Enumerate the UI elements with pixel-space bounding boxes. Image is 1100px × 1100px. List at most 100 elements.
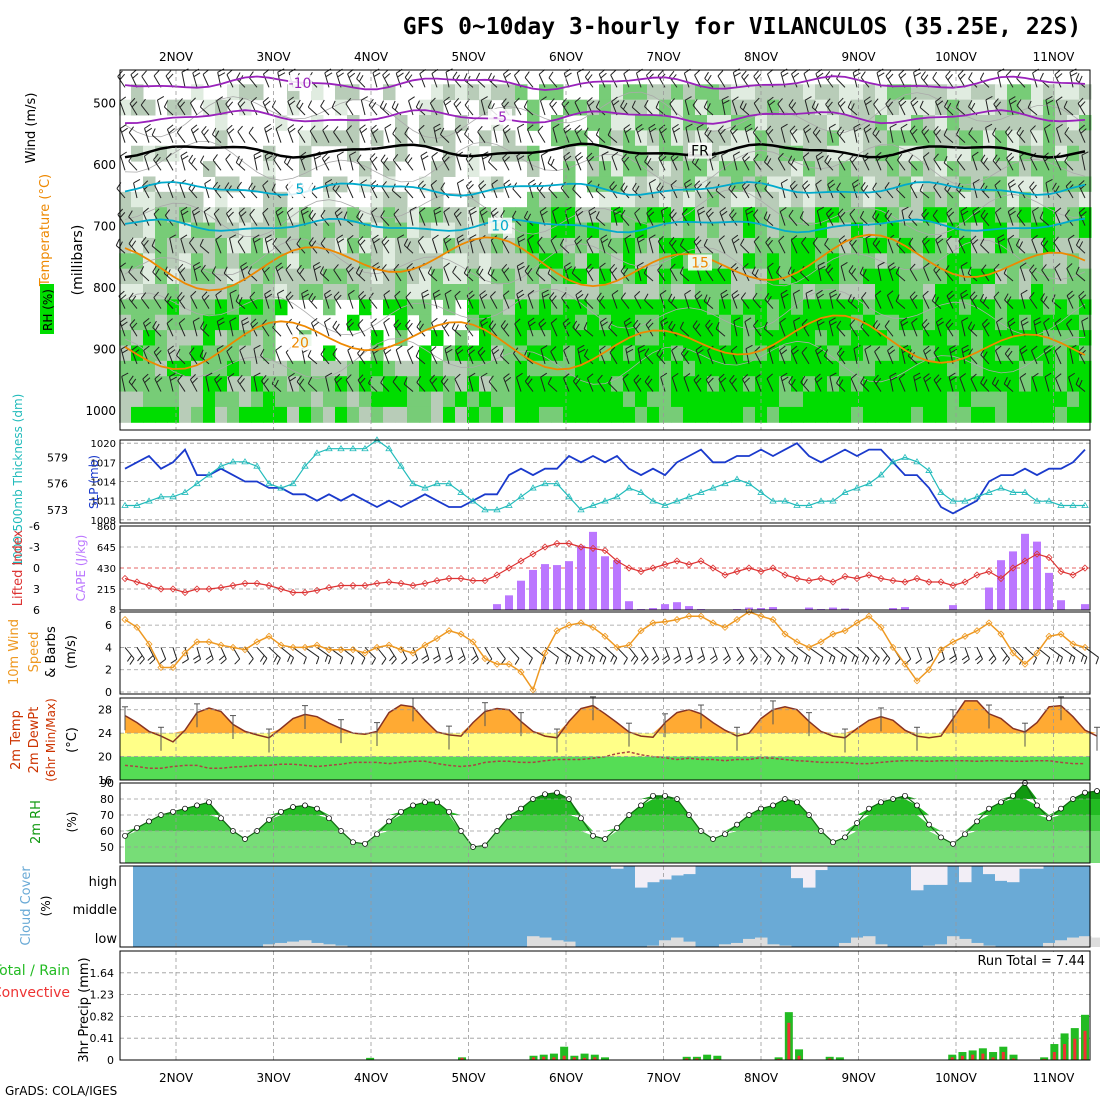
rh-shade xyxy=(143,237,156,254)
upper-wind-barb-flag-1 xyxy=(265,238,273,243)
rh-shade xyxy=(743,222,756,239)
upper-wind-barb-staff xyxy=(427,272,438,282)
rh-shade xyxy=(647,161,660,177)
upper-wind-barb-flag-0 xyxy=(201,291,208,298)
rh-shade xyxy=(419,130,432,147)
rh-shade xyxy=(803,376,816,393)
upper-wind-barb xyxy=(199,349,210,365)
rh-shade xyxy=(731,314,744,331)
upper-wind-barb xyxy=(169,372,178,392)
upper-wind-barb xyxy=(370,207,378,226)
rh-shade xyxy=(263,176,276,193)
upper-wind-barb-staff xyxy=(236,78,246,88)
rh-shade xyxy=(683,299,696,316)
rh-shade xyxy=(935,360,948,377)
upper-wind-barb-flag-0 xyxy=(250,318,257,325)
rh-shade xyxy=(731,191,744,208)
rh-shade xyxy=(431,176,444,193)
upper-wind-barb-flag-1 xyxy=(445,348,453,354)
upper-wind-barb-staff xyxy=(272,243,282,254)
pressure-tick-1000: 1000 xyxy=(85,404,116,418)
rh-shade xyxy=(563,376,576,393)
upper-wind-barb xyxy=(286,207,294,226)
rh-shade xyxy=(611,130,624,147)
rh-shade xyxy=(887,406,900,423)
upper-wind-barb xyxy=(444,289,452,309)
upper-wind-barb-staff xyxy=(308,383,318,392)
upper-wind-barb-flag-1 xyxy=(240,211,247,217)
upper-wind-barb-flag-0 xyxy=(192,317,200,322)
upper-wind-barb xyxy=(429,97,438,116)
rh-shade xyxy=(947,299,960,316)
upper-wind-barb-flag-0 xyxy=(431,317,438,324)
upper-wind-barb xyxy=(264,234,273,254)
upper-wind-barb-flag-1 xyxy=(325,72,333,78)
upper-wind-barb xyxy=(297,125,306,143)
upper-wind-barb-flag-1 xyxy=(238,296,243,305)
upper-wind-barb-staff xyxy=(287,128,294,143)
upper-wind-barb-staff xyxy=(212,160,222,171)
rh-contour-1 xyxy=(124,140,1086,189)
upper-wind-barb-flag-0 xyxy=(430,179,437,186)
upper-wind-barb xyxy=(140,292,150,309)
rh-shade xyxy=(731,391,744,408)
rh-shade xyxy=(431,406,444,423)
upper-wind-barb-staff xyxy=(393,324,402,337)
rh-shade xyxy=(887,84,900,101)
upper-wind-barb-flag-0 xyxy=(357,374,364,381)
upper-wind-barb-staff xyxy=(277,293,282,309)
upper-wind-barb xyxy=(189,236,198,254)
upper-wind-barb xyxy=(359,124,368,143)
upper-wind-barb xyxy=(205,372,213,392)
rh-shade xyxy=(599,84,612,101)
upper-wind-barb xyxy=(319,266,330,282)
rh-shade xyxy=(431,191,444,208)
rh-shade xyxy=(383,237,396,254)
rh-shade xyxy=(1019,360,1032,377)
upper-wind-barb-flag-0 xyxy=(153,208,160,215)
upper-wind-barb-staff xyxy=(192,72,198,88)
upper-wind-barb xyxy=(407,345,414,365)
upper-wind-barb xyxy=(140,98,150,116)
rh-shade xyxy=(347,376,360,393)
upper-wind-barb-flag-0 xyxy=(357,236,364,243)
upper-wind-barb-staff xyxy=(444,293,450,309)
rh-shade xyxy=(1067,222,1080,239)
rh-shade xyxy=(251,207,264,224)
upper-wind-barb-flag-0 xyxy=(406,262,413,269)
rh-shade xyxy=(431,391,444,408)
upper-wind-barb-staff xyxy=(188,188,198,199)
upper-wind-barb-flag-1 xyxy=(298,102,304,110)
upper-wind-barb-flag-0 xyxy=(238,207,245,214)
rh-shade xyxy=(179,222,192,239)
upper-wind-barb-flag-1 xyxy=(348,72,356,79)
rh-shade xyxy=(815,284,828,300)
rh-shade xyxy=(227,391,240,408)
rh-shade xyxy=(395,376,408,393)
upper-wind-barb xyxy=(239,345,246,365)
rh-shade xyxy=(563,161,576,177)
upper-wind-barb-flag-0 xyxy=(418,180,424,187)
rh-shade xyxy=(839,284,852,300)
upper-wind-barb-flag-0 xyxy=(286,207,294,213)
upper-wind-barb-flag-0 xyxy=(177,263,184,270)
rh-shade xyxy=(815,84,828,101)
rh-shade xyxy=(851,376,864,393)
rh-shade xyxy=(491,84,504,101)
upper-wind-barb-staff xyxy=(405,297,414,309)
rh-shade xyxy=(719,99,732,116)
rh-shade xyxy=(179,406,192,423)
rh-shade xyxy=(707,376,720,393)
upper-wind-barb-flag-1 xyxy=(314,155,322,160)
rh-shade xyxy=(971,145,984,162)
rh-shade xyxy=(191,406,204,423)
upper-wind-barb-flag-0 xyxy=(163,100,169,108)
rh-shade xyxy=(791,222,804,239)
rh-shade xyxy=(1007,314,1020,331)
rh-shade xyxy=(515,360,528,377)
upper-wind-barb-flag-0 xyxy=(333,126,339,133)
upper-wind-barb-flag-0 xyxy=(152,265,157,273)
rh-shade xyxy=(875,406,888,423)
upper-wind-barb-flag-0 xyxy=(153,153,159,160)
rh-shade xyxy=(851,130,864,147)
